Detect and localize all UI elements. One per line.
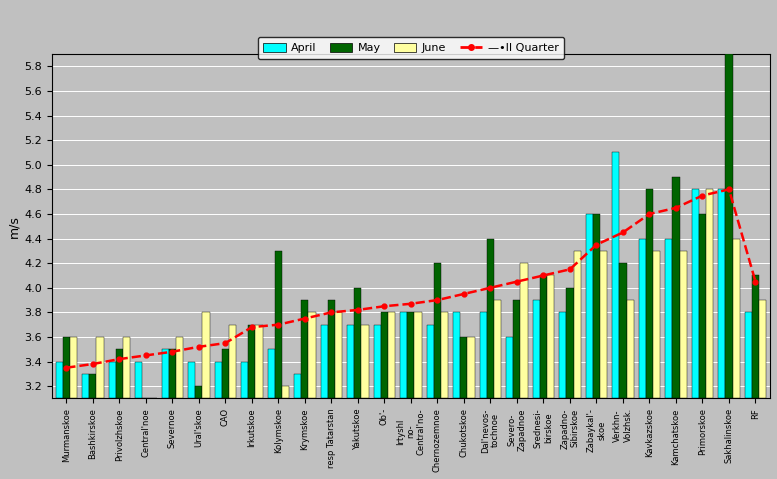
Bar	[559, 312, 566, 399]
Bar	[282, 386, 289, 399]
Y-axis label: m/s: m/s	[7, 215, 20, 238]
Bar	[214, 362, 221, 399]
Bar	[354, 288, 361, 399]
Bar	[619, 263, 626, 399]
Bar	[335, 312, 342, 399]
Bar	[55, 362, 63, 399]
Bar	[699, 214, 706, 399]
Bar	[706, 189, 713, 399]
Bar	[414, 312, 422, 399]
Legend: April, May, June, —•II Quarter: April, May, June, —•II Quarter	[258, 37, 564, 59]
Bar	[202, 312, 210, 399]
Bar	[328, 300, 335, 399]
Bar	[169, 349, 176, 399]
Bar	[586, 214, 593, 399]
Bar	[188, 362, 195, 399]
Bar	[653, 251, 660, 399]
Bar	[468, 337, 475, 399]
Bar	[407, 312, 414, 399]
Bar	[434, 263, 441, 399]
Bar	[249, 325, 256, 399]
Bar	[733, 239, 740, 399]
Bar	[229, 325, 236, 399]
Bar	[453, 312, 460, 399]
Bar	[96, 337, 103, 399]
Bar	[308, 312, 315, 399]
Bar	[540, 275, 547, 399]
Bar	[267, 349, 275, 399]
Bar	[593, 214, 600, 399]
Bar	[109, 362, 116, 399]
Bar	[82, 374, 89, 399]
Bar	[221, 349, 229, 399]
Bar	[646, 189, 653, 399]
Bar	[381, 312, 388, 399]
Bar	[533, 300, 540, 399]
Bar	[726, 54, 733, 399]
Bar	[123, 337, 130, 399]
Bar	[759, 300, 766, 399]
Bar	[256, 325, 263, 399]
Bar	[573, 251, 580, 399]
Bar	[672, 177, 680, 399]
Bar	[479, 312, 487, 399]
Bar	[241, 362, 249, 399]
Bar	[692, 189, 699, 399]
Bar	[162, 349, 169, 399]
Bar	[612, 152, 619, 399]
Bar	[400, 312, 407, 399]
Bar	[301, 300, 308, 399]
Bar	[361, 325, 368, 399]
Bar	[487, 239, 494, 399]
Bar	[135, 362, 142, 399]
Bar	[626, 300, 634, 399]
Bar	[639, 239, 646, 399]
Bar	[427, 325, 434, 399]
Bar	[321, 325, 328, 399]
Bar	[70, 337, 77, 399]
Bar	[388, 312, 395, 399]
Bar	[744, 312, 752, 399]
Bar	[176, 337, 183, 399]
Bar	[547, 275, 554, 399]
Bar	[441, 312, 448, 399]
Bar	[116, 349, 123, 399]
Bar	[680, 251, 687, 399]
Bar	[460, 337, 468, 399]
Bar	[521, 263, 528, 399]
Bar	[718, 189, 726, 399]
Bar	[195, 386, 202, 399]
Bar	[347, 325, 354, 399]
Bar	[275, 251, 282, 399]
Bar	[665, 239, 672, 399]
Bar	[494, 300, 501, 399]
Bar	[752, 275, 759, 399]
Bar	[294, 374, 301, 399]
Bar	[89, 374, 96, 399]
Bar	[514, 300, 521, 399]
Bar	[506, 337, 514, 399]
Bar	[600, 251, 607, 399]
Bar	[374, 325, 381, 399]
Bar	[63, 337, 70, 399]
Bar	[566, 288, 573, 399]
